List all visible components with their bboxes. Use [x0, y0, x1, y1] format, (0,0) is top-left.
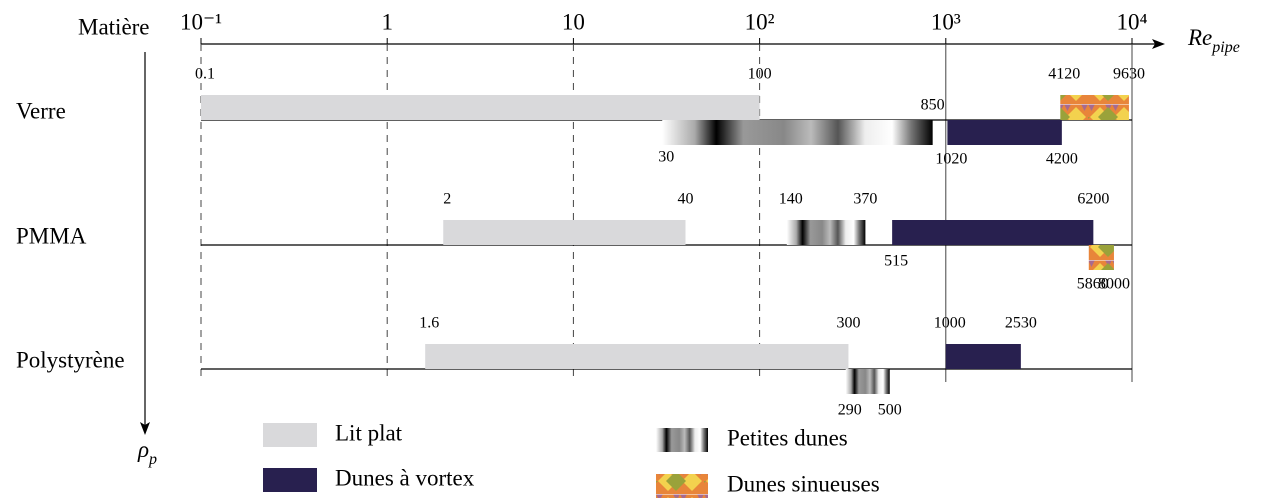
legend-label: Petites dunes	[727, 425, 848, 450]
range-bar	[662, 120, 932, 145]
range-label: 100	[748, 66, 772, 83]
range-label: 515	[884, 253, 908, 270]
legend-swatch	[263, 468, 317, 492]
category-label: Verre	[16, 98, 66, 123]
range-label: 500	[878, 402, 902, 419]
y-axis-label: ρp	[137, 437, 157, 467]
category-label: PMMA	[16, 223, 87, 248]
legend-label: Dunes à vortex	[335, 465, 475, 490]
x-tick-label: 10²	[745, 9, 775, 34]
range-bar	[1060, 95, 1129, 120]
plot-area: 0.1 100 2 40 1.6 300 1020 4200 515 6200 1000 2530 30…	[195, 38, 1145, 419]
legend-swatch	[656, 428, 708, 452]
range-label: 2	[443, 191, 451, 208]
range-label: 1000	[934, 315, 966, 332]
legend-swatch	[656, 474, 708, 498]
range-label: 30	[658, 149, 674, 166]
legend-label: Dunes sinueuses	[727, 471, 880, 496]
x-tick-label: 10	[562, 9, 585, 34]
x-axis-label: Repipe	[1187, 25, 1240, 55]
category-label: Matière	[78, 14, 150, 39]
range-label: 0.1	[195, 66, 215, 83]
range-bar	[947, 120, 1061, 145]
chart: Matière Repipe ρp 0.1 100 2 40 1.6 300 1020 420…	[0, 0, 1280, 502]
legend-label: Lit plat	[335, 420, 403, 445]
range-label: 9630	[1113, 66, 1145, 83]
x-tick-label: 10³	[931, 9, 961, 34]
range-bar	[201, 95, 760, 120]
range-bar	[787, 220, 866, 245]
range-label: 300	[836, 315, 860, 332]
legend-swatch	[263, 423, 317, 447]
range-bar	[846, 369, 890, 394]
range-bar	[892, 220, 1093, 245]
range-label: 8000	[1098, 276, 1130, 293]
category-label: Polystyrène	[16, 347, 125, 372]
range-bar	[1089, 245, 1114, 270]
x-tick-label: 10⁴	[1116, 9, 1147, 34]
range-label: 4200	[1046, 151, 1078, 168]
range-label: 6200	[1077, 191, 1109, 208]
range-bar	[946, 344, 1021, 369]
range-bar	[443, 220, 685, 245]
legend: Lit plat Dunes à vortex Petites dunes Dunes…	[263, 420, 880, 498]
range-label: 290	[838, 402, 862, 419]
x-tick-label: 1	[381, 9, 393, 34]
range-label: 850	[921, 97, 945, 114]
range-bar	[425, 344, 848, 369]
range-label: 370	[853, 191, 877, 208]
range-label: 40	[678, 191, 694, 208]
range-label: 1.6	[419, 315, 439, 332]
range-label: 2530	[1005, 315, 1037, 332]
range-label: 1020	[935, 151, 967, 168]
x-tick-label: 10⁻¹	[180, 9, 222, 34]
range-label: 4120	[1048, 66, 1080, 83]
range-label: 140	[779, 191, 803, 208]
